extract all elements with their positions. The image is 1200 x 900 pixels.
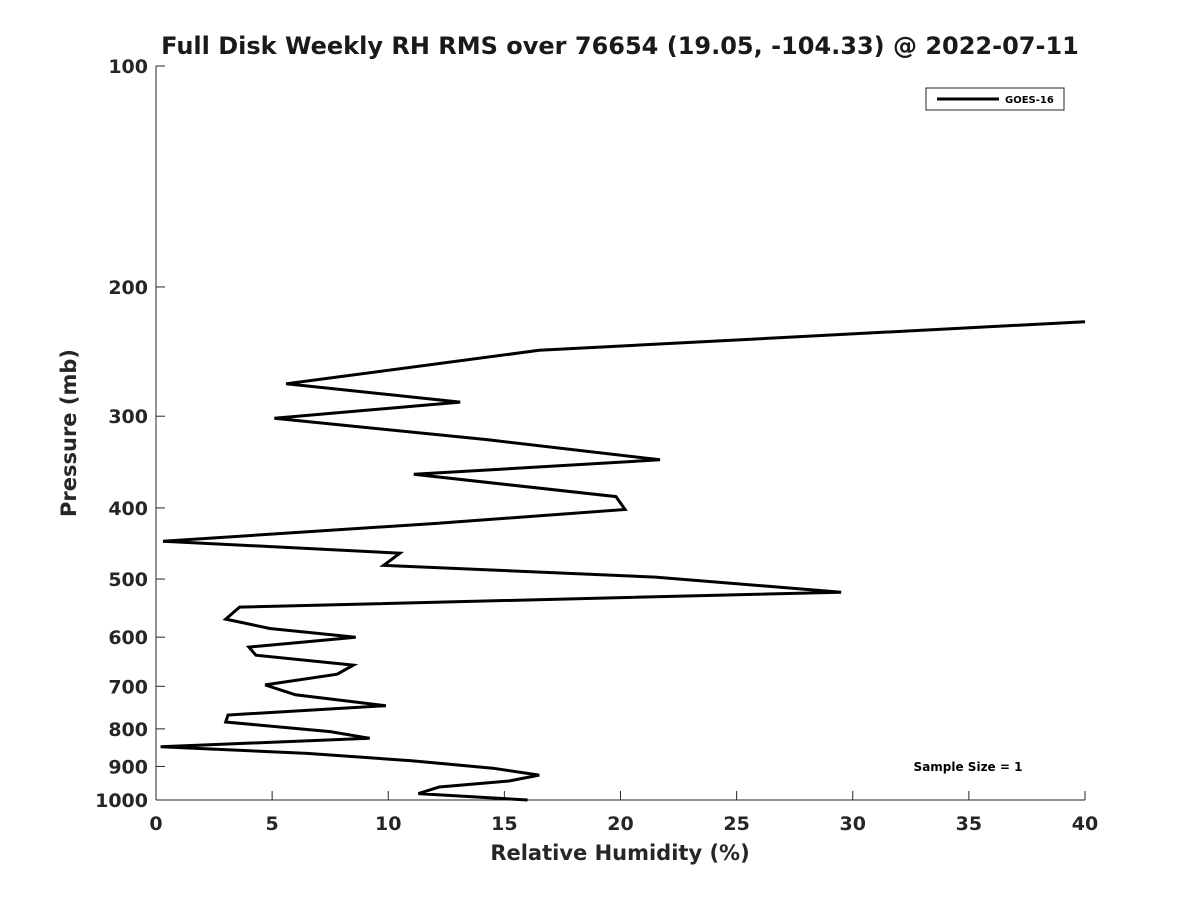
x-tick-label: 10 <box>375 813 401 835</box>
series-layer <box>160 320 1086 802</box>
tick-marks: 0 5 10 15 20 25 30 35 40 100 200 300 400 500 600 700 800… <box>95 56 1098 835</box>
x-tick-label: 15 <box>491 813 517 835</box>
y-tick-label: 500 <box>108 569 148 591</box>
y-tick-label: 800 <box>108 719 148 741</box>
y-tick-label: 600 <box>108 627 148 649</box>
y-tick-label: 900 <box>108 756 148 778</box>
y-axis-label: Pressure (mb) <box>57 349 81 517</box>
x-tick-label: 40 <box>1072 813 1098 835</box>
legend-entry-goes-16: GOES-16 <box>1005 95 1054 106</box>
sample-size-annotation: Sample Size = 1 <box>914 760 1023 774</box>
x-tick-label: 25 <box>723 813 749 835</box>
y-tick-label: 100 <box>108 56 148 78</box>
y-tick-label: 700 <box>108 676 148 698</box>
y-tick-label: 400 <box>108 498 148 520</box>
x-tick-label: 5 <box>266 813 279 835</box>
x-axis-label: Relative Humidity (%) <box>490 841 749 865</box>
y-tick-label: 1000 <box>95 790 148 812</box>
legend: GOES-16 <box>925 87 1065 111</box>
axes <box>155 66 1085 801</box>
x-tick-label: 0 <box>149 813 162 835</box>
y-tick-label: 300 <box>108 406 148 428</box>
x-tick-label: 35 <box>956 813 982 835</box>
x-tick-label: 30 <box>840 813 866 835</box>
chart-title: Full Disk Weekly RH RMS over 76654 (19.0… <box>161 32 1079 60</box>
series-line-goes-16 <box>160 320 1086 802</box>
x-tick-label: 20 <box>607 813 633 835</box>
y-tick-label: 200 <box>108 277 148 299</box>
